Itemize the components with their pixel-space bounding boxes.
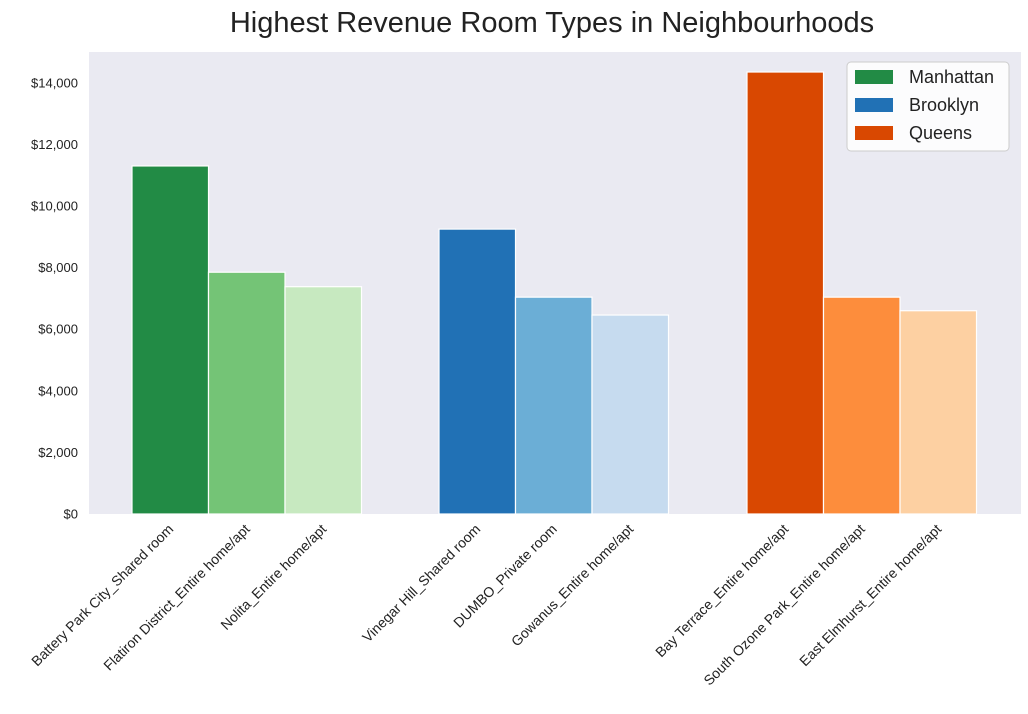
- y-tick-label: $0: [64, 507, 78, 522]
- y-tick-label: $6,000: [38, 322, 78, 337]
- y-tick-label: $4,000: [38, 383, 78, 398]
- legend: Manhattan Brooklyn Queens: [846, 61, 1010, 152]
- y-tick-label: $14,000: [31, 75, 78, 90]
- legend-swatch-brooklyn: [855, 98, 893, 112]
- bar-brooklyn-1: [438, 228, 517, 515]
- chart-title: Highest Revenue Room Types in Neighbourh…: [230, 7, 874, 39]
- legend-label-brooklyn: Brooklyn: [909, 95, 979, 115]
- bar-manhattan-1: [131, 165, 210, 515]
- legend-swatch-queens: [855, 126, 893, 140]
- bar-queens-3: [899, 310, 978, 515]
- bar-queens-1: [746, 71, 825, 515]
- x-tick-label: Battery Park City_Shared room: [28, 521, 176, 669]
- bar-manhattan-3: [284, 286, 363, 515]
- y-tick-label: $8,000: [38, 260, 78, 275]
- y-tick-label: $2,000: [38, 445, 78, 460]
- x-tick-label: Bay Terrace_Entire home/apt: [652, 521, 791, 660]
- y-tick-label: $12,000: [31, 137, 78, 152]
- bar-brooklyn-3: [591, 314, 670, 515]
- y-axis: $0 $2,000 $4,000 $6,000 $8,000 $10,000 $12,000…: [31, 75, 78, 521]
- x-tick-label: Flatiron District_Entire home/apt: [100, 521, 253, 674]
- bar-manhattan-2: [207, 271, 286, 515]
- bar-queens-2: [822, 296, 901, 515]
- x-tick-label: East Elmhurst_Entire home/apt: [796, 521, 944, 669]
- legend-label-queens: Queens: [909, 123, 972, 143]
- x-tick-label: Gowanus_Entire home/apt: [508, 521, 637, 650]
- legend-label-manhattan: Manhattan: [909, 67, 994, 87]
- x-tick-label: South Ozone Park_Entire home/apt: [700, 521, 868, 689]
- bars: [131, 71, 978, 515]
- bar-brooklyn-2: [514, 296, 593, 515]
- legend-swatch-manhattan: [855, 70, 893, 84]
- y-tick-label: $10,000: [31, 199, 78, 214]
